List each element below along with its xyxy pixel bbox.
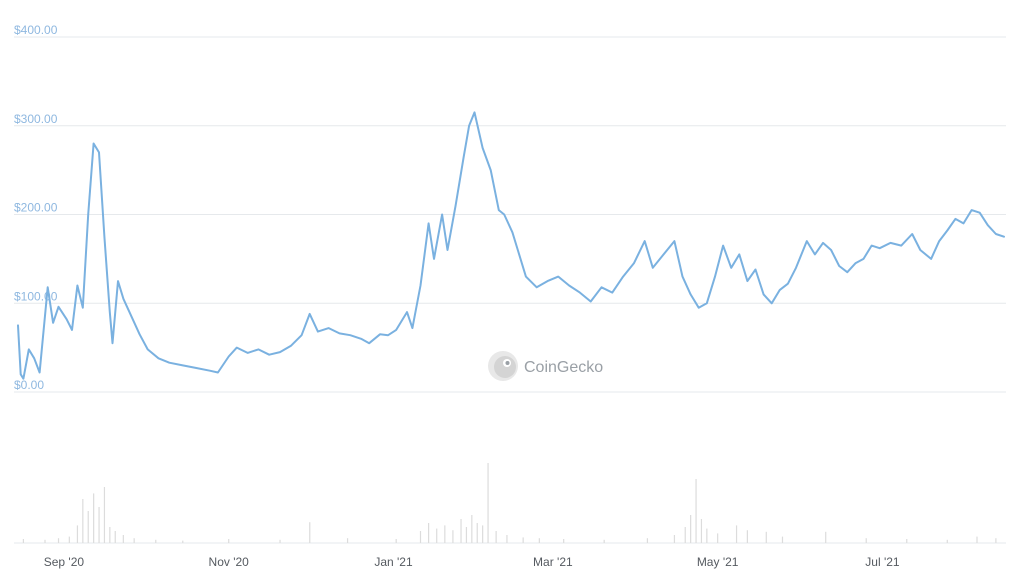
volume-bar bbox=[460, 519, 462, 543]
volume-bar bbox=[538, 538, 540, 543]
volume-bar bbox=[482, 525, 484, 543]
volume-bar bbox=[695, 479, 697, 543]
volume-bar bbox=[395, 539, 397, 543]
volume-bar bbox=[690, 515, 692, 543]
volume-bar bbox=[765, 531, 767, 543]
volume-bar bbox=[700, 519, 703, 543]
x-tick-label: Nov '20 bbox=[209, 555, 250, 569]
x-tick-label: May '21 bbox=[697, 555, 739, 569]
y-tick-label: $200.00 bbox=[14, 201, 58, 215]
volume-bar bbox=[746, 530, 748, 543]
volume-bar bbox=[495, 531, 497, 543]
volume-bar bbox=[68, 536, 70, 543]
volume-bar bbox=[279, 539, 281, 543]
grid-lines bbox=[14, 36, 1006, 544]
volume-bar bbox=[419, 531, 422, 543]
volume-bar bbox=[465, 527, 468, 543]
volume-bar bbox=[44, 539, 46, 543]
volume-bar bbox=[603, 539, 605, 543]
volume-bar bbox=[487, 463, 489, 543]
y-tick-label: $100.00 bbox=[14, 289, 58, 303]
volume-bar bbox=[155, 539, 157, 543]
volume-bar bbox=[522, 537, 524, 543]
volume-bar bbox=[684, 527, 686, 543]
volume-bar bbox=[506, 535, 508, 543]
watermark-text: CoinGecko bbox=[524, 359, 603, 376]
volume-bar bbox=[228, 539, 230, 543]
volume-bar bbox=[57, 538, 60, 543]
volume-bar bbox=[781, 536, 784, 543]
volume-bar bbox=[563, 539, 565, 543]
volume-bar bbox=[946, 539, 948, 543]
volume-bar bbox=[309, 522, 311, 543]
y-tick-label: $0.00 bbox=[14, 378, 44, 392]
volume-bar bbox=[717, 533, 719, 543]
x-tick-label: Mar '21 bbox=[533, 555, 573, 569]
gecko-logo-icon bbox=[488, 351, 518, 381]
volume-bar bbox=[995, 538, 997, 543]
volume-bar bbox=[76, 525, 79, 543]
x-tick-label: Sep '20 bbox=[44, 555, 85, 569]
x-tick-label: Jul '21 bbox=[865, 555, 900, 569]
volume-bar bbox=[182, 540, 184, 543]
volume-bar bbox=[476, 523, 478, 543]
watermark: CoinGecko bbox=[488, 351, 603, 381]
volume-bar bbox=[82, 499, 84, 543]
x-axis-tick-labels: Sep '20 Nov '20 Jan '21 Mar '21 May '21 Jul '… bbox=[44, 555, 900, 569]
volume-bar bbox=[865, 538, 867, 543]
volume-bar bbox=[976, 536, 978, 543]
volume-bar bbox=[22, 539, 25, 543]
volume-bar bbox=[646, 538, 649, 543]
volume-bar bbox=[87, 511, 89, 543]
volume-bar bbox=[436, 528, 438, 543]
volume-bar bbox=[825, 531, 827, 543]
volume-bar bbox=[673, 535, 676, 543]
price-series-line bbox=[17, 111, 1005, 380]
x-tick-label: Jan '21 bbox=[374, 555, 413, 569]
volume-bar bbox=[133, 538, 135, 543]
volume-bar bbox=[452, 530, 454, 543]
volume-bar bbox=[706, 528, 708, 543]
y-axis-tick-labels: $0.00 $100.00 $200.00 $300.00 $400.00 bbox=[14, 23, 58, 392]
volume-bar bbox=[98, 507, 100, 543]
y-tick-label: $400.00 bbox=[14, 23, 58, 37]
volume-bar bbox=[471, 515, 473, 543]
volume-bar bbox=[735, 525, 738, 543]
volume-bar bbox=[122, 535, 124, 543]
volume-bar bbox=[346, 538, 349, 543]
volume-bar bbox=[114, 531, 116, 543]
volume-bar bbox=[109, 527, 111, 543]
y-tick-label: $300.00 bbox=[14, 112, 58, 126]
volume-bars bbox=[22, 463, 997, 543]
volume-bar bbox=[103, 487, 106, 543]
volume-bar bbox=[93, 493, 95, 543]
volume-bar bbox=[428, 523, 430, 543]
volume-bar bbox=[906, 539, 908, 543]
volume-bar bbox=[444, 525, 446, 543]
